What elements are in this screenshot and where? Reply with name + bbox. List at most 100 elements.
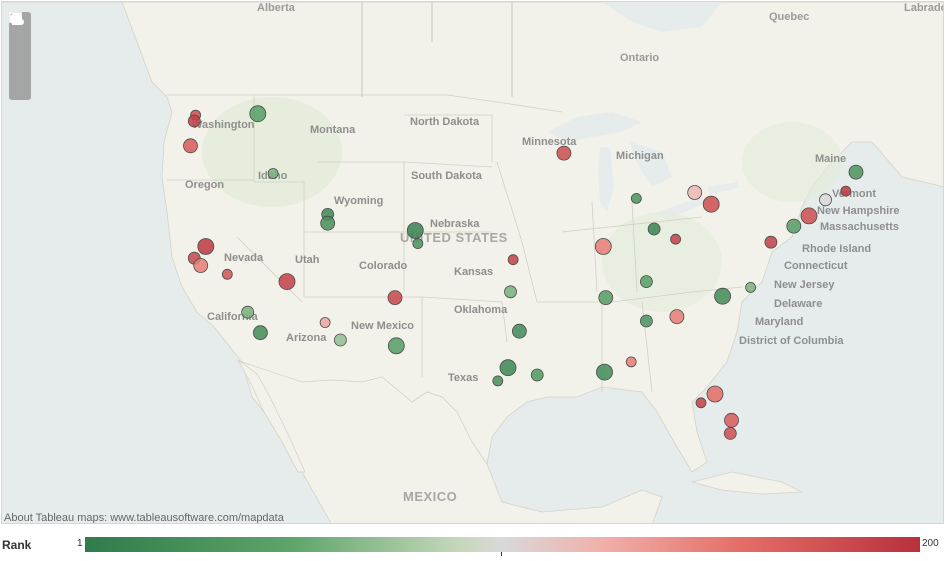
rank-marker[interactable]: [702, 195, 720, 213]
rank-marker[interactable]: [319, 317, 331, 328]
rank-marker[interactable]: [512, 323, 527, 339]
label-alberta: Alberta: [257, 2, 295, 14]
label-new-jersey: New Jersey: [774, 279, 835, 291]
label-maryland: Maryland: [755, 316, 804, 328]
label-united-states: UNITED STATES: [400, 230, 508, 245]
rank-marker[interactable]: [499, 359, 517, 377]
rank-marker[interactable]: [670, 233, 681, 245]
label-south-dakota: South Dakota: [411, 170, 482, 182]
legend-title: Rank: [2, 538, 32, 552]
rank-marker[interactable]: [714, 287, 731, 305]
label-quebec: Quebec: [769, 11, 810, 23]
zoom-out-button[interactable]: [9, 13, 31, 56]
rank-marker[interactable]: [221, 268, 233, 280]
rank-marker[interactable]: [333, 333, 347, 347]
rank-marker[interactable]: [596, 363, 613, 381]
label-nevada: Nevada: [224, 252, 264, 264]
rank-marker[interactable]: [492, 375, 504, 387]
rank-marker[interactable]: [187, 114, 201, 128]
rank-marker[interactable]: [387, 290, 403, 306]
rank-marker[interactable]: [183, 138, 198, 154]
rank-marker[interactable]: [193, 258, 209, 273]
rank-marker[interactable]: [598, 290, 614, 306]
home-icon: [10, 13, 22, 25]
hudson-bay: [602, 2, 722, 32]
label-north-dakota: North Dakota: [410, 116, 480, 128]
rank-marker[interactable]: [723, 426, 737, 440]
rank-marker[interactable]: [745, 281, 756, 293]
map-attribution[interactable]: About Tableau maps: www.tableausoftware.…: [4, 512, 284, 524]
rank-legend: Rank 1 200: [0, 530, 945, 561]
label-colorado: Colorado: [359, 260, 408, 272]
label-connecticut: Connecticut: [784, 260, 848, 272]
rank-marker[interactable]: [241, 305, 255, 319]
rank-marker[interactable]: [387, 337, 405, 355]
rank-marker[interactable]: [764, 235, 778, 249]
label-wyoming: Wyoming: [334, 195, 384, 207]
label-new-mexico: New Mexico: [351, 320, 414, 332]
legend-midpoint-tick: [501, 552, 502, 556]
rank-marker[interactable]: [800, 207, 818, 225]
rank-marker[interactable]: [504, 285, 517, 299]
home-button[interactable]: [9, 13, 31, 98]
lake-superior: [547, 112, 642, 142]
rank-marker[interactable]: [267, 168, 279, 179]
label-district-of-columbia: District of Columbia: [739, 335, 844, 347]
legend-min-label: 1: [77, 538, 83, 549]
label-new-hampshire: New Hampshire: [817, 205, 900, 217]
label-mexico: MEXICO: [403, 489, 458, 504]
label-michigan: Michigan: [616, 150, 664, 162]
label-montana: Montana: [310, 124, 356, 136]
rank-marker[interactable]: [278, 273, 296, 291]
rank-marker[interactable]: [625, 356, 637, 368]
legend-color-ramp: [85, 537, 920, 552]
map-controls: [9, 12, 31, 100]
rank-marker[interactable]: [412, 238, 424, 250]
label-massachusetts: Massachusetts: [820, 221, 899, 233]
rank-marker[interactable]: [724, 412, 739, 428]
map-view[interactable]: Alberta Quebec Labrador Ontario Washingt…: [1, 1, 944, 524]
label-washington: Washington: [192, 119, 255, 131]
rank-marker[interactable]: [640, 275, 653, 289]
lake-ontario: [707, 182, 739, 194]
label-ontario: Ontario: [620, 52, 660, 64]
mexico-land: [241, 361, 663, 523]
rank-marker[interactable]: [687, 185, 703, 200]
legend-max-label: 200: [922, 538, 939, 549]
label-oklahoma: Oklahoma: [454, 304, 508, 316]
rank-marker[interactable]: [530, 368, 544, 382]
label-minnesota: Minnesota: [522, 136, 577, 148]
rank-marker[interactable]: [320, 215, 336, 231]
rank-marker[interactable]: [556, 145, 572, 161]
rank-marker[interactable]: [669, 309, 685, 325]
label-labrador: Labrador: [904, 2, 943, 14]
rank-marker[interactable]: [594, 238, 612, 255]
rank-marker[interactable]: [695, 397, 707, 409]
label-texas: Texas: [448, 372, 479, 384]
rank-marker[interactable]: [840, 185, 852, 197]
rank-marker[interactable]: [647, 222, 661, 236]
rank-marker[interactable]: [406, 222, 424, 239]
rank-marker[interactable]: [848, 164, 864, 180]
rank-marker[interactable]: [252, 325, 268, 341]
label-delaware: Delaware: [774, 298, 823, 310]
rank-marker[interactable]: [819, 193, 832, 207]
cuba: [690, 471, 804, 495]
label-oregon: Oregon: [185, 179, 225, 191]
label-nebraska: Nebraska: [430, 218, 480, 230]
rank-marker[interactable]: [640, 314, 653, 328]
rank-marker[interactable]: [630, 192, 642, 204]
lake-huron: [630, 142, 672, 187]
rank-marker[interactable]: [507, 254, 519, 266]
lake-michigan: [598, 147, 614, 212]
rank-marker[interactable]: [197, 238, 215, 255]
rank-marker[interactable]: [249, 105, 267, 123]
label-kansas: Kansas: [454, 266, 494, 278]
rank-marker[interactable]: [786, 218, 802, 234]
label-maine: Maine: [815, 153, 847, 165]
state-borders: [167, 94, 743, 393]
label-rhode-island: Rhode Island: [802, 243, 872, 255]
rank-marker[interactable]: [706, 385, 724, 403]
country-borders: [361, 2, 513, 97]
rectangle-select-button[interactable]: [9, 12, 31, 77]
